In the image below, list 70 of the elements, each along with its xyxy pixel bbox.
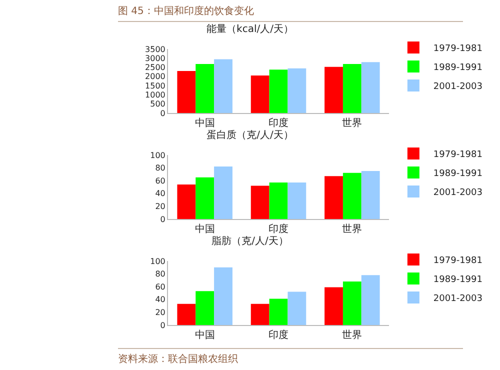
caption: 图 45：中国和印度的饮食变化 <box>118 4 463 22</box>
y-tick-label: 2000 <box>145 72 166 82</box>
bar <box>214 267 232 325</box>
bar <box>324 176 343 219</box>
y-tick-label: 60 <box>155 282 166 292</box>
text: 资料来源：联合国粮农组织 <box>118 348 463 366</box>
bar <box>288 68 306 113</box>
y-tick-label: 0 <box>160 108 166 118</box>
legend-label: 1989-1991 <box>433 275 482 286</box>
bar <box>342 281 362 325</box>
bar <box>342 172 362 219</box>
y-tick-label: 3500 <box>145 44 166 54</box>
legend-label: 1979-1981 <box>433 256 482 266</box>
y-tick-label: 500 <box>150 100 166 109</box>
y-tick-label: 40 <box>155 295 166 304</box>
bar <box>177 304 196 325</box>
x-tick-label: 世界 <box>342 117 362 129</box>
bar <box>269 298 288 325</box>
y-tick-label: 20 <box>155 202 166 211</box>
x-tick-label: 世界 <box>342 329 362 341</box>
y-tick-label: 0 <box>160 320 166 330</box>
legend-label: 2001-2003 <box>433 188 482 198</box>
bar <box>214 166 232 219</box>
bar <box>250 304 270 325</box>
bar <box>177 184 196 219</box>
bar <box>196 177 214 219</box>
bar <box>288 292 306 325</box>
bar <box>361 62 380 113</box>
bar <box>361 171 380 219</box>
x-tick-label: 中国 <box>194 117 215 129</box>
bar <box>177 70 196 113</box>
legend-label: 1989-1991 <box>433 169 482 180</box>
chart-title: 蛋白质（克/人/天） <box>206 129 294 142</box>
bar <box>342 64 362 113</box>
bar <box>250 186 270 219</box>
y-tick-label: 1000 <box>145 90 166 100</box>
chart-title: 脂肪（克/人/天） <box>212 235 288 248</box>
legend-label: 2001-2003 <box>433 294 482 304</box>
y-tick-label: 1500 <box>145 81 166 90</box>
y-tick-label: 80 <box>155 164 166 173</box>
y-tick-label: 2500 <box>145 63 166 72</box>
x-tick-label: 印度 <box>268 117 288 129</box>
y-tick-label: 40 <box>155 189 166 198</box>
legend-label: 1989-1991 <box>433 63 482 74</box>
legend-label: 1979-1981 <box>433 44 482 54</box>
bar <box>269 182 288 219</box>
bar <box>324 287 343 325</box>
chart-title: 能量（kcal/人/天） <box>206 23 294 36</box>
bar <box>324 66 343 113</box>
y-tick-label: 100 <box>150 256 166 266</box>
bar <box>269 70 288 113</box>
bar <box>196 64 214 113</box>
x-tick-label: 中国 <box>194 329 215 341</box>
y-tick-label: 20 <box>155 308 166 317</box>
bar <box>361 275 380 325</box>
y-tick-label: 3000 <box>145 54 166 63</box>
legend-label: 2001-2003 <box>433 82 482 92</box>
x-tick-label: 世界 <box>342 223 362 235</box>
x-tick-label: 印度 <box>268 329 288 341</box>
legend-label: 1979-1981 <box>433 150 482 160</box>
y-tick-label: 60 <box>155 176 166 186</box>
bar <box>250 76 270 113</box>
y-tick-label: 0 <box>160 214 166 224</box>
y-tick-label: 80 <box>155 270 166 279</box>
x-tick-label: 印度 <box>268 223 288 235</box>
x-tick-label: 中国 <box>194 223 215 235</box>
bar <box>214 59 232 113</box>
y-tick-label: 100 <box>150 150 166 160</box>
bar <box>196 291 214 325</box>
bar <box>288 182 306 219</box>
